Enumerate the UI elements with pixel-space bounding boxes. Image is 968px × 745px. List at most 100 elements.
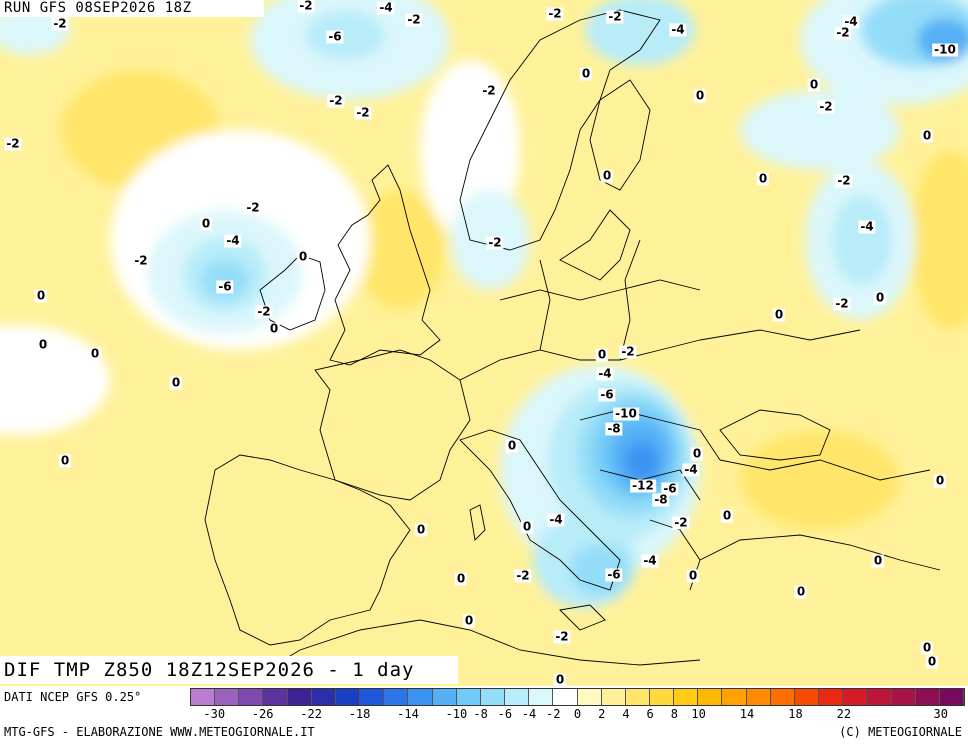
scale-swatch [674,689,699,705]
coastlines-borders [204,9,941,681]
scale-tick-label: -22 [300,707,322,721]
scale-tick-label: 18 [788,707,803,721]
scale-swatch [432,689,457,705]
contour-label: -2 [817,99,835,114]
product-title: DIF TMP Z850 18Z12SEP2026 - 1 day [0,656,458,684]
scale-swatch [794,689,820,705]
copyright-label: (C) METEOGIORNALE [839,725,962,739]
scale-swatch [215,689,240,705]
scale-swatch [819,689,844,705]
scale-swatch [311,689,336,705]
contour-label: 0 [920,640,934,655]
scale-swatch [408,689,433,705]
contour-label: 0 [693,88,707,103]
color-scale-ticks: -30 -26 -22 -18 -14 -10 -8 -6 -4 -2 0 2 4 6 8 10 14 18 22 3… [190,707,965,723]
anomaly-region-3 [740,430,900,530]
scale-tick-label: 2 [598,707,606,721]
contour-label: -2 [486,235,504,250]
scale-tick-label: -2 [546,707,561,721]
scale-swatch [529,689,554,705]
contour-label: 0 [520,519,534,534]
contour-label: 0 [933,473,947,488]
contour-label: 0 [505,438,519,453]
scale-swatch [722,689,747,705]
contour-label: 0 [595,347,609,362]
contour-label: 0 [199,216,213,231]
anomaly-region-22 [570,544,630,596]
scale-tick-label: 0 [573,707,582,721]
contour-label: 0 [807,77,821,92]
data-source-label: DATI NCEP GFS 0.25° [4,690,142,704]
anomaly-region-1 [355,190,445,310]
scale-swatch [360,689,385,705]
contour-label: -4 [842,14,860,29]
contour-label: -4 [641,553,659,568]
contour-label: -2 [835,173,853,188]
contour-label: -2 [833,296,851,311]
scale-swatch [939,689,964,705]
contour-label: -6 [661,481,679,496]
contour-label: 0 [414,522,428,537]
contour-label: -4 [547,512,565,527]
scale-swatch [263,689,288,705]
contour-label: 0 [267,321,281,336]
contour-label: 0 [58,453,72,468]
scale-swatch [601,689,626,705]
scale-swatch [891,689,916,705]
scale-swatch [770,689,795,705]
scale-swatch [335,689,361,705]
contour-label: -2 [132,253,150,268]
scale-tick-label: -18 [348,707,371,721]
run-label: RUN GFS 08SEP2026 18Z [0,0,264,17]
contour-label: -4 [224,233,242,248]
contour-label: 0 [454,571,468,586]
contour-label: 0 [36,337,50,352]
scale-swatch [384,689,409,705]
contour-label: -2 [480,83,498,98]
contour-label: -2 [553,629,571,644]
credit-label: MTG-GFS - ELABORAZIONE WWW.METEOGIORNALE… [4,725,315,739]
contour-label: -2 [546,6,564,21]
contour-label: -4 [596,366,614,381]
scale-tick-label: -26 [251,707,274,721]
scale-tick-label: 10 [691,707,706,721]
contour-label: -4 [669,22,687,37]
contour-label: 0 [794,584,808,599]
scale-swatch [480,689,506,705]
contour-label: 0 [873,290,887,305]
anomaly-fill-layer [0,0,968,608]
scale-tick-label: -8 [473,707,488,721]
contour-label: -2 [327,93,345,108]
temperature-anomaly-map [0,0,968,686]
anomaly-region-12 [740,90,900,170]
contour-label: 0 [920,128,934,143]
anomaly-region-18 [832,195,892,285]
contour-label: 0 [690,446,704,461]
contour-label: -2 [297,0,315,13]
scale-tick-label: -10 [445,707,468,721]
contour-label: -2 [514,568,532,583]
anomaly-region-4 [0,325,110,435]
contour-label: -6 [216,279,234,294]
contour-label: -2 [244,200,262,215]
scale-tick-label: -14 [397,707,419,721]
contour-label: -4 [858,219,876,234]
scale-swatch [456,689,481,705]
contour-label: 0 [720,508,734,523]
scale-swatch [287,689,312,705]
contour-label: -2 [405,12,423,27]
contour-label: -6 [598,387,616,402]
scale-swatch [698,689,723,705]
contour-label: 0 [34,288,48,303]
contour-label: -2 [672,515,690,530]
contour-label: 0 [88,346,102,361]
contour-label: -8 [605,421,623,436]
scale-tick-label: 4 [622,707,630,721]
scale-swatch [553,689,578,705]
scale-tick-label: 6 [646,707,654,721]
contour-label: -4 [682,462,700,477]
scale-tick-label: -4 [521,707,537,721]
contour-label: 0 [600,168,614,183]
scale-swatch [843,689,868,705]
scale-tick-label: -6 [497,707,513,721]
